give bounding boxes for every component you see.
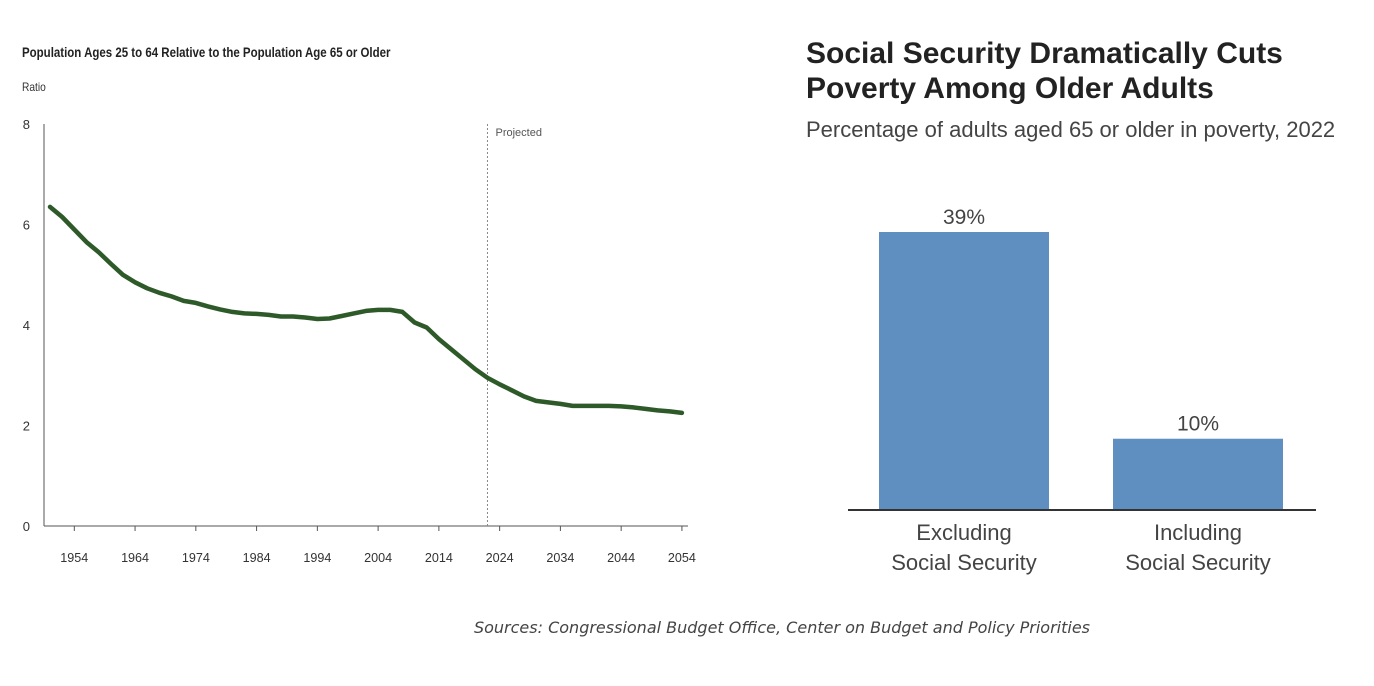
bar-value-label: 39%	[943, 206, 985, 229]
line-chart-plot: 0 2 4 6 8 1954 1964 1974 1984 1994 2004 2014 2024 203…	[23, 117, 696, 565]
y-tick-label: 2	[23, 419, 30, 434]
category-label-line1: Excluding	[916, 520, 1011, 545]
x-tick-label: 2044	[607, 550, 635, 565]
y-tick-label: 4	[23, 318, 30, 333]
bar-chart-plot: 39% Excluding Social Security 10% Including S…	[848, 206, 1316, 575]
chart-subtitle: Percentage of adults aged 65 or older in…	[806, 117, 1336, 142]
x-tick-label: 2004	[364, 550, 392, 565]
poverty-bar-chart: Social Security Dramatically Cuts Povert…	[790, 0, 1374, 600]
projected-label: Projected	[495, 127, 541, 139]
y-axis-label: Ratio	[22, 80, 46, 94]
x-tick-label: 2024	[486, 550, 514, 565]
bar-value-label: 10%	[1177, 413, 1219, 436]
x-tick-label: 2034	[546, 550, 574, 565]
x-tick-label: 2054	[668, 550, 696, 565]
sources-footnote: Sources: Congressional Budget Office, Ce…	[473, 618, 1091, 637]
x-tick-label: 1984	[243, 550, 271, 565]
x-tick-label: 2014	[425, 550, 453, 565]
x-tick-label: 1974	[182, 550, 210, 565]
chart-title: Social Security Dramatically Cuts Povert…	[806, 37, 1283, 105]
category-label-line1: Including	[1154, 520, 1242, 545]
x-tick-label: 1994	[303, 550, 331, 565]
chart-title: Population Ages 25 to 64 Relative to the…	[22, 44, 391, 60]
category-label-line2: Social Security	[1125, 550, 1271, 575]
x-tick-label: 1964	[121, 550, 149, 565]
y-tick-label: 0	[23, 519, 30, 534]
bar	[1113, 438, 1283, 510]
bar	[879, 232, 1049, 510]
category-label-line2: Social Security	[891, 550, 1037, 575]
y-tick-label: 6	[23, 218, 30, 233]
population-ratio-chart: Population Ages 25 to 64 Relative to the…	[0, 0, 740, 600]
y-tick-label: 8	[23, 117, 30, 132]
x-tick-label: 1954	[60, 550, 88, 565]
ratio-series-line	[47, 204, 685, 416]
